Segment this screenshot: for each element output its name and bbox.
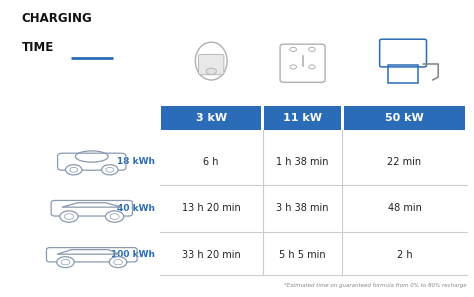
Ellipse shape <box>206 68 217 75</box>
Circle shape <box>109 257 127 268</box>
Text: 18 kWh: 18 kWh <box>117 157 155 166</box>
Text: 5 h 5 min: 5 h 5 min <box>279 250 326 260</box>
Circle shape <box>65 165 82 175</box>
Text: 2 h: 2 h <box>397 250 412 260</box>
Text: 13 h 20 min: 13 h 20 min <box>182 203 241 213</box>
Text: 3 kW: 3 kW <box>196 113 227 123</box>
Text: 100 kWh: 100 kWh <box>111 250 155 259</box>
Text: 40 kWh: 40 kWh <box>117 204 155 213</box>
FancyBboxPatch shape <box>199 54 224 75</box>
Text: 11 kW: 11 kW <box>283 113 322 123</box>
FancyBboxPatch shape <box>161 105 261 130</box>
Text: 50 kW: 50 kW <box>385 113 424 123</box>
Circle shape <box>101 165 118 175</box>
Circle shape <box>57 257 74 268</box>
FancyBboxPatch shape <box>264 105 341 130</box>
Circle shape <box>60 211 78 222</box>
Circle shape <box>106 211 124 222</box>
Text: TIME: TIME <box>21 41 54 54</box>
Text: *Estimated time on guaranteed formula from 0% to 80% recharge: *Estimated time on guaranteed formula fr… <box>284 283 466 288</box>
Text: CHARGING: CHARGING <box>21 12 92 25</box>
Text: 1 h 38 min: 1 h 38 min <box>276 157 329 167</box>
Text: 22 min: 22 min <box>387 157 421 167</box>
Text: 3 h 38 min: 3 h 38 min <box>276 203 329 213</box>
Text: 48 min: 48 min <box>388 203 421 213</box>
FancyBboxPatch shape <box>344 105 465 130</box>
Text: 6 h: 6 h <box>203 157 219 167</box>
Text: 33 h 20 min: 33 h 20 min <box>182 250 241 260</box>
